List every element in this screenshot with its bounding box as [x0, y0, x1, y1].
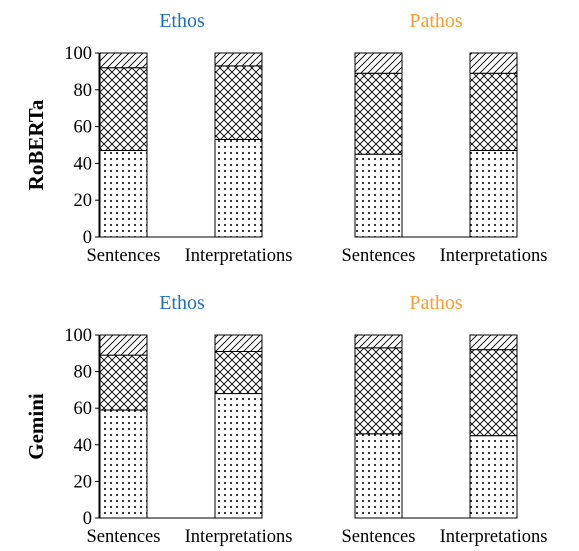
y-tick-label: 20	[74, 472, 93, 492]
bar-segment-dots	[354, 153, 403, 238]
panel-gemini-pathos: Pathos Sentences Interpretations	[342, 292, 548, 547]
panel-roberta-ethos: Ethos Sentences Interpretations 0 20 40 60 80 10…	[24, 10, 292, 266]
x-tick-label: Sentences	[342, 527, 416, 547]
y-tick-label: 40	[74, 436, 93, 456]
y-tick-label: 40	[74, 154, 93, 174]
bar-segment-crosshatch	[214, 65, 263, 140]
bar-segment-dots	[469, 435, 518, 519]
bar-segment-crosshatch	[354, 347, 403, 435]
bar-segment-dots	[99, 150, 148, 238]
y-tick-label: 100	[64, 44, 92, 64]
y-tick-label: 20	[74, 191, 93, 211]
bar-segment-crosshatch	[214, 350, 263, 395]
x-tick-label: Sentences	[87, 246, 161, 266]
bar-segment-crosshatch	[99, 354, 148, 411]
x-tick-label: Interpretations	[185, 246, 293, 266]
panels-layer: Ethos Sentences Interpretations 0 20 40 60 80 10…	[24, 10, 547, 547]
y-tick-label: 80	[74, 81, 93, 101]
y-tick-label: 60	[74, 399, 93, 419]
x-tick-label: Sentences	[87, 527, 161, 547]
bar-segment-diagonal	[99, 334, 148, 356]
panel-title: Pathos	[409, 292, 463, 314]
y-tick-label: 0	[83, 509, 92, 529]
bar-segment-crosshatch	[469, 349, 518, 437]
bar-segment-diagonal	[99, 52, 148, 69]
bar-segment-dots	[354, 433, 403, 519]
panel-roberta-pathos: Pathos Sentences Interpretations	[342, 10, 548, 266]
bar-segment-diagonal	[469, 334, 518, 351]
x-tick-label: Interpretations	[440, 527, 548, 547]
bar-segment-dots	[99, 409, 148, 519]
bar-segment-diagonal	[469, 52, 518, 74]
row-label-gemini: Gemini	[24, 393, 48, 460]
y-tick-label: 60	[74, 118, 93, 138]
y-tick-label: 0	[83, 228, 92, 248]
x-tick-label: Sentences	[342, 246, 416, 266]
bar-segment-dots	[214, 393, 263, 519]
bar-segment-dots	[214, 138, 263, 238]
bar-segment-crosshatch	[469, 72, 518, 152]
bar-segment-diagonal	[214, 52, 263, 67]
bar-segment-diagonal	[354, 334, 403, 349]
row-label-roberta: RoBERTa	[24, 99, 48, 190]
bar-segment-dots	[469, 150, 518, 238]
bar-segment-diagonal	[354, 52, 403, 74]
bar-segment-crosshatch	[99, 67, 148, 152]
bar-segment-diagonal	[214, 334, 263, 352]
y-tick-label: 80	[74, 363, 93, 383]
x-tick-label: Interpretations	[185, 527, 293, 547]
panel-title: Ethos	[159, 10, 205, 32]
y-tick-label: 100	[64, 326, 92, 346]
panel-title: Pathos	[409, 10, 463, 32]
panel-title: Ethos	[159, 292, 205, 314]
panel-gemini-ethos: Ethos Sentences Interpretations 0 20 40 60 80 10…	[24, 292, 292, 547]
bar-segment-crosshatch	[354, 72, 403, 155]
x-tick-label: Interpretations	[440, 246, 548, 266]
